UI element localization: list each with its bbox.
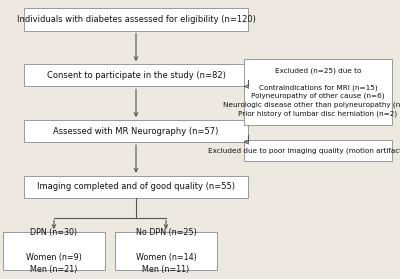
Text: Assessed with MR Neurography (n=57): Assessed with MR Neurography (n=57)	[53, 127, 219, 136]
Bar	[24, 64, 248, 86]
Bar	[24, 120, 248, 142]
Text: Consent to participate in the study (n=82): Consent to participate in the study (n=8…	[46, 71, 226, 80]
Text: DPN (n=30)

Women (n=9)
Men (n=21): DPN (n=30) Women (n=9) Men (n=21)	[26, 229, 82, 274]
Bar	[244, 140, 392, 161]
Bar	[244, 59, 392, 125]
Bar	[24, 176, 248, 198]
Bar	[115, 232, 217, 270]
Bar	[24, 8, 248, 31]
Text: Excluded due to poor imaging quality (motion artifacts; n=2): Excluded due to poor imaging quality (mo…	[208, 147, 400, 154]
Text: No DPN (n=25)

Women (n=14)
Men (n=11): No DPN (n=25) Women (n=14) Men (n=11)	[136, 229, 196, 274]
Bar	[3, 232, 105, 270]
Text: Individuals with diabetes assessed for eligibility (n=120): Individuals with diabetes assessed for e…	[16, 15, 256, 24]
Text: Excluded (n=25) due to

Contraindications for MRI (n=15)
Polyneuropathy of other: Excluded (n=25) due to Contraindications…	[223, 67, 400, 117]
Text: Imaging completed and of good quality (n=55): Imaging completed and of good quality (n…	[37, 182, 235, 191]
